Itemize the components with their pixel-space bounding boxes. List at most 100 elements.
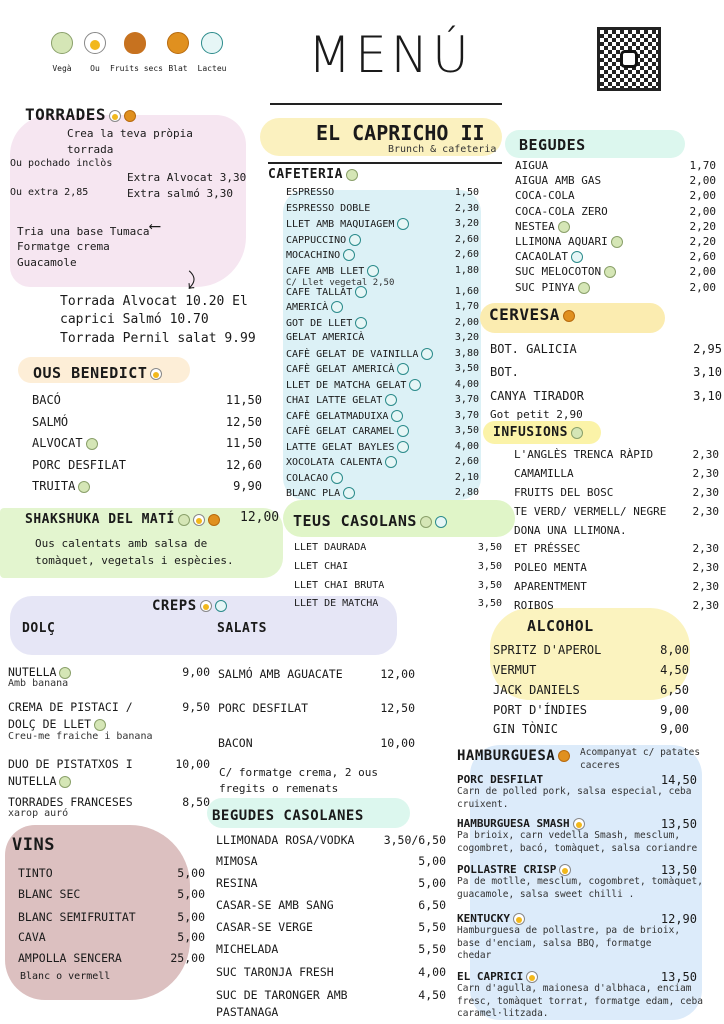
item-price: 5,50 (418, 920, 446, 934)
menu-item: MIMOSA (216, 854, 258, 868)
item-name: LLIMONADA ROSA/VODKA (216, 833, 355, 847)
menu-item: BLANC SEMIFRUITAT (18, 910, 136, 924)
menu-item: LLET CHAI (294, 561, 348, 572)
item-price: 2,60 (454, 456, 479, 467)
section-title-text: CAFETERIA (268, 167, 343, 182)
brand-name: EL CAPRICHO II (316, 121, 485, 145)
section-title: TEUS CASOLANS (293, 512, 447, 530)
item-desc: Carn d'agulla, maionesa d'albhaca, encia… (457, 983, 692, 994)
item-name: SALMÓ AMB AGUACATE (218, 667, 343, 681)
menu-item: CASAR-SE VERGE (216, 920, 313, 934)
item-name: BACÓ (32, 393, 61, 407)
item-name: LLET CHAI BRUTA (294, 580, 385, 591)
item-desc: cruixent. (457, 798, 509, 810)
torrades-line: Tria una base Tumaca (17, 225, 150, 238)
menu-item: RESINA (216, 876, 258, 890)
torrades-line: Extra salmó 3,30 (127, 187, 233, 200)
section-title: SHAKSHUKA DEL MATÍ (25, 512, 220, 527)
item-desc: Carn de polled pork, salsa especial, ceb… (457, 786, 692, 797)
torrades-line: Crea la teva pròpia (67, 127, 193, 140)
item-price: 3,10 (693, 389, 722, 403)
menu-item: SUC DE TARONGER AMB (216, 988, 348, 1002)
item-price: 6,50 (660, 683, 689, 697)
vega-icon (59, 666, 72, 679)
item-name: LLET DE MATCHA (294, 598, 379, 609)
item-price: 5,00 (177, 910, 205, 924)
item-desc: fresc, tomàquet torrat, formatge edam, c… (457, 995, 703, 1007)
item-price: 1,60 (454, 285, 479, 297)
item-note: C/ Llet vegetal 2,50 (286, 277, 395, 288)
item-price: 12,90 (660, 912, 697, 926)
menu-item: CAFE TALLAT (286, 285, 368, 298)
blat-icon (124, 109, 137, 122)
menu-item: TRUITA (32, 479, 91, 493)
torrades-bg (10, 115, 246, 287)
item-price: 2,20 (689, 235, 717, 248)
section-title-text: BEGUDES (519, 136, 586, 154)
menu-item: EL CAPRICI (457, 970, 539, 983)
item-price: 5,00 (177, 887, 205, 901)
ous-bg (18, 357, 190, 383)
item-name: XOCOLATA CALENTA (286, 457, 383, 468)
vega-icon (51, 32, 73, 54)
menu-item: NUTELLA (8, 665, 72, 679)
item-name: GIN TÒNIC (493, 722, 559, 736)
item-name: CAFE AMB LLET (286, 265, 365, 277)
item-name: CAFÈ GELAT AMERICÀ (286, 364, 395, 375)
item-name: BOT. (490, 365, 519, 379)
item-name: SUC PINYA (515, 280, 575, 294)
blat-icon (167, 32, 189, 54)
item-price: 2,80 (454, 487, 479, 498)
item-name: CAFÈ GELAT DE VAINILLA (286, 348, 419, 360)
ou-icon (199, 600, 212, 612)
menu-item: NESTEA (515, 220, 570, 233)
menu-item: POLEO MENTA (514, 561, 587, 574)
infusions-bg (483, 421, 601, 444)
item-name: POLEO MENTA (514, 561, 587, 574)
item-price: 3,50 (477, 580, 502, 591)
lacteu-icon (355, 285, 368, 298)
menu-item: ROIBOS (514, 599, 554, 612)
item-desc: caramel·litzada. (457, 1008, 549, 1019)
section-title: TORRADES (25, 105, 137, 124)
menu-item: FRUITS DEL BOSC (514, 486, 613, 499)
menu-item: CAPPUCCINO (286, 233, 362, 246)
menu-item: BLANC PLA (286, 487, 356, 499)
item-price: 3,10 (693, 365, 722, 379)
section-title-text: CERVESA (489, 305, 560, 324)
item-price: 2,30 (692, 599, 720, 612)
item-name: GOT DE LLET (286, 317, 353, 329)
item-name: CAMAMILLA (514, 467, 574, 480)
section-title: CERVESA (489, 305, 575, 324)
item-price: 9,00 (182, 665, 210, 679)
item-name: L'ANGLÈS TRENCA RÀPID (514, 448, 654, 461)
item-price: 2,30 (692, 486, 720, 499)
menu-item: LLET AMB MAQUIAGEM (286, 218, 410, 230)
item-desc: cogombret, bacó, tomàquet, salsa coriand… (457, 842, 698, 854)
lacteu-icon (385, 456, 398, 468)
item-name: NESTEA (515, 219, 555, 233)
item-price: 3,50 (477, 561, 502, 572)
menu-item: DUO DE PISTATXOS I (8, 757, 133, 771)
item-price: 2,30 (454, 202, 479, 214)
salats-label: SALATS (217, 621, 267, 636)
item-price: 13,50 (660, 863, 697, 877)
item-price: 8,50 (182, 795, 210, 809)
vega-icon (610, 236, 623, 248)
menu-item: CAFÈ GELAT DE VAINILLA (286, 347, 434, 360)
menu-item: MOCACHINO (286, 249, 356, 261)
item-price: 3,50 (477, 598, 502, 609)
item-name: PORC DESFILAT (457, 773, 544, 786)
item-price: 9,00 (660, 703, 689, 717)
item-name: ESPRESSO (286, 187, 335, 198)
item-name: MIMOSA (216, 854, 258, 868)
item-name: TINTO (18, 866, 53, 880)
item-price: 2,10 (454, 471, 479, 483)
item-price: 2,00 (689, 265, 717, 279)
section-title-text: HAMBURGUESA (457, 748, 556, 764)
torrades-line: Ou extra 2,85 (10, 187, 89, 198)
item-name: CANYA TIRADOR (490, 389, 584, 403)
section-title-text: OUS BENEDICT (33, 364, 148, 382)
page-title: MENÚ (308, 26, 473, 84)
item-name: NUTELLA (8, 774, 57, 788)
